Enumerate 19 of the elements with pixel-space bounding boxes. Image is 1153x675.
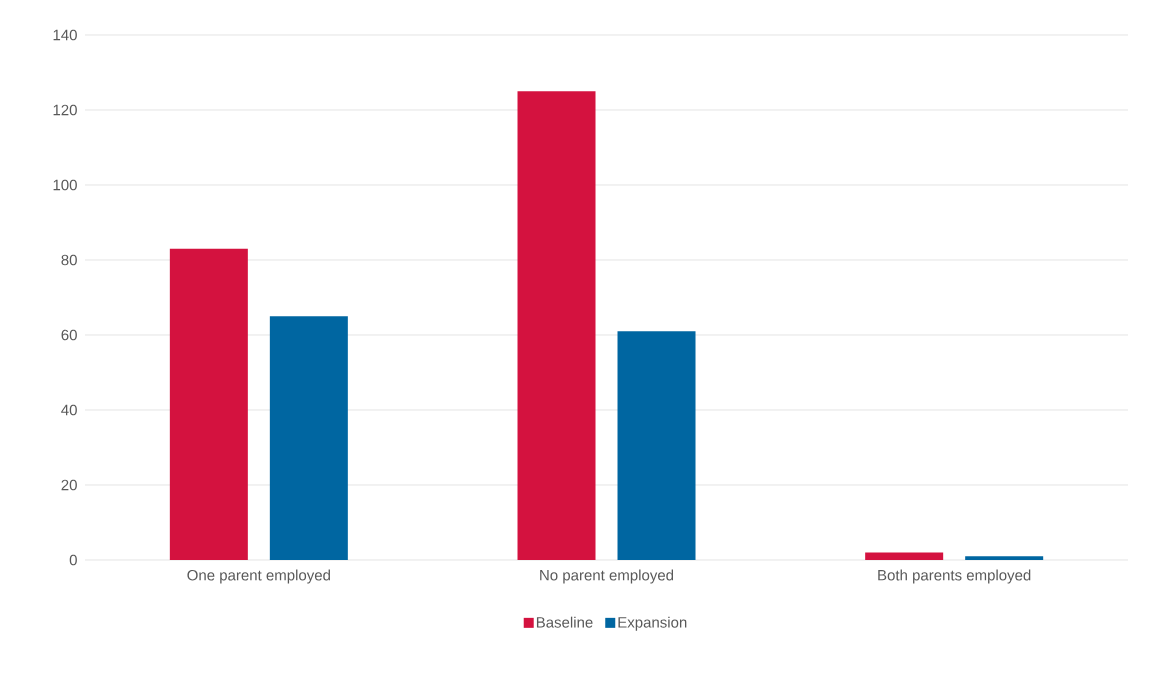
bar <box>965 556 1044 560</box>
y-tick-label: 60 <box>61 329 77 341</box>
y-tick-label: 100 <box>53 179 77 191</box>
bar <box>865 552 944 560</box>
bar <box>517 91 596 560</box>
legend-label: Expansion <box>618 616 687 631</box>
x-tick-label: One parent employed <box>187 569 330 584</box>
legend-label: Baseline <box>536 616 593 628</box>
y-tick-label: 20 <box>61 479 77 491</box>
bar <box>169 248 248 560</box>
y-tick-label: 0 <box>69 554 77 566</box>
y-tick-label: 140 <box>53 29 77 41</box>
y-tick-label: 40 <box>61 404 77 416</box>
x-tick-label: No parent employed <box>540 569 674 584</box>
bar <box>269 316 348 560</box>
bar <box>617 331 696 560</box>
y-tick-label: 120 <box>53 104 77 116</box>
x-tick-label: Both parents employed <box>878 569 1031 584</box>
y-tick-label: 80 <box>61 254 77 266</box>
